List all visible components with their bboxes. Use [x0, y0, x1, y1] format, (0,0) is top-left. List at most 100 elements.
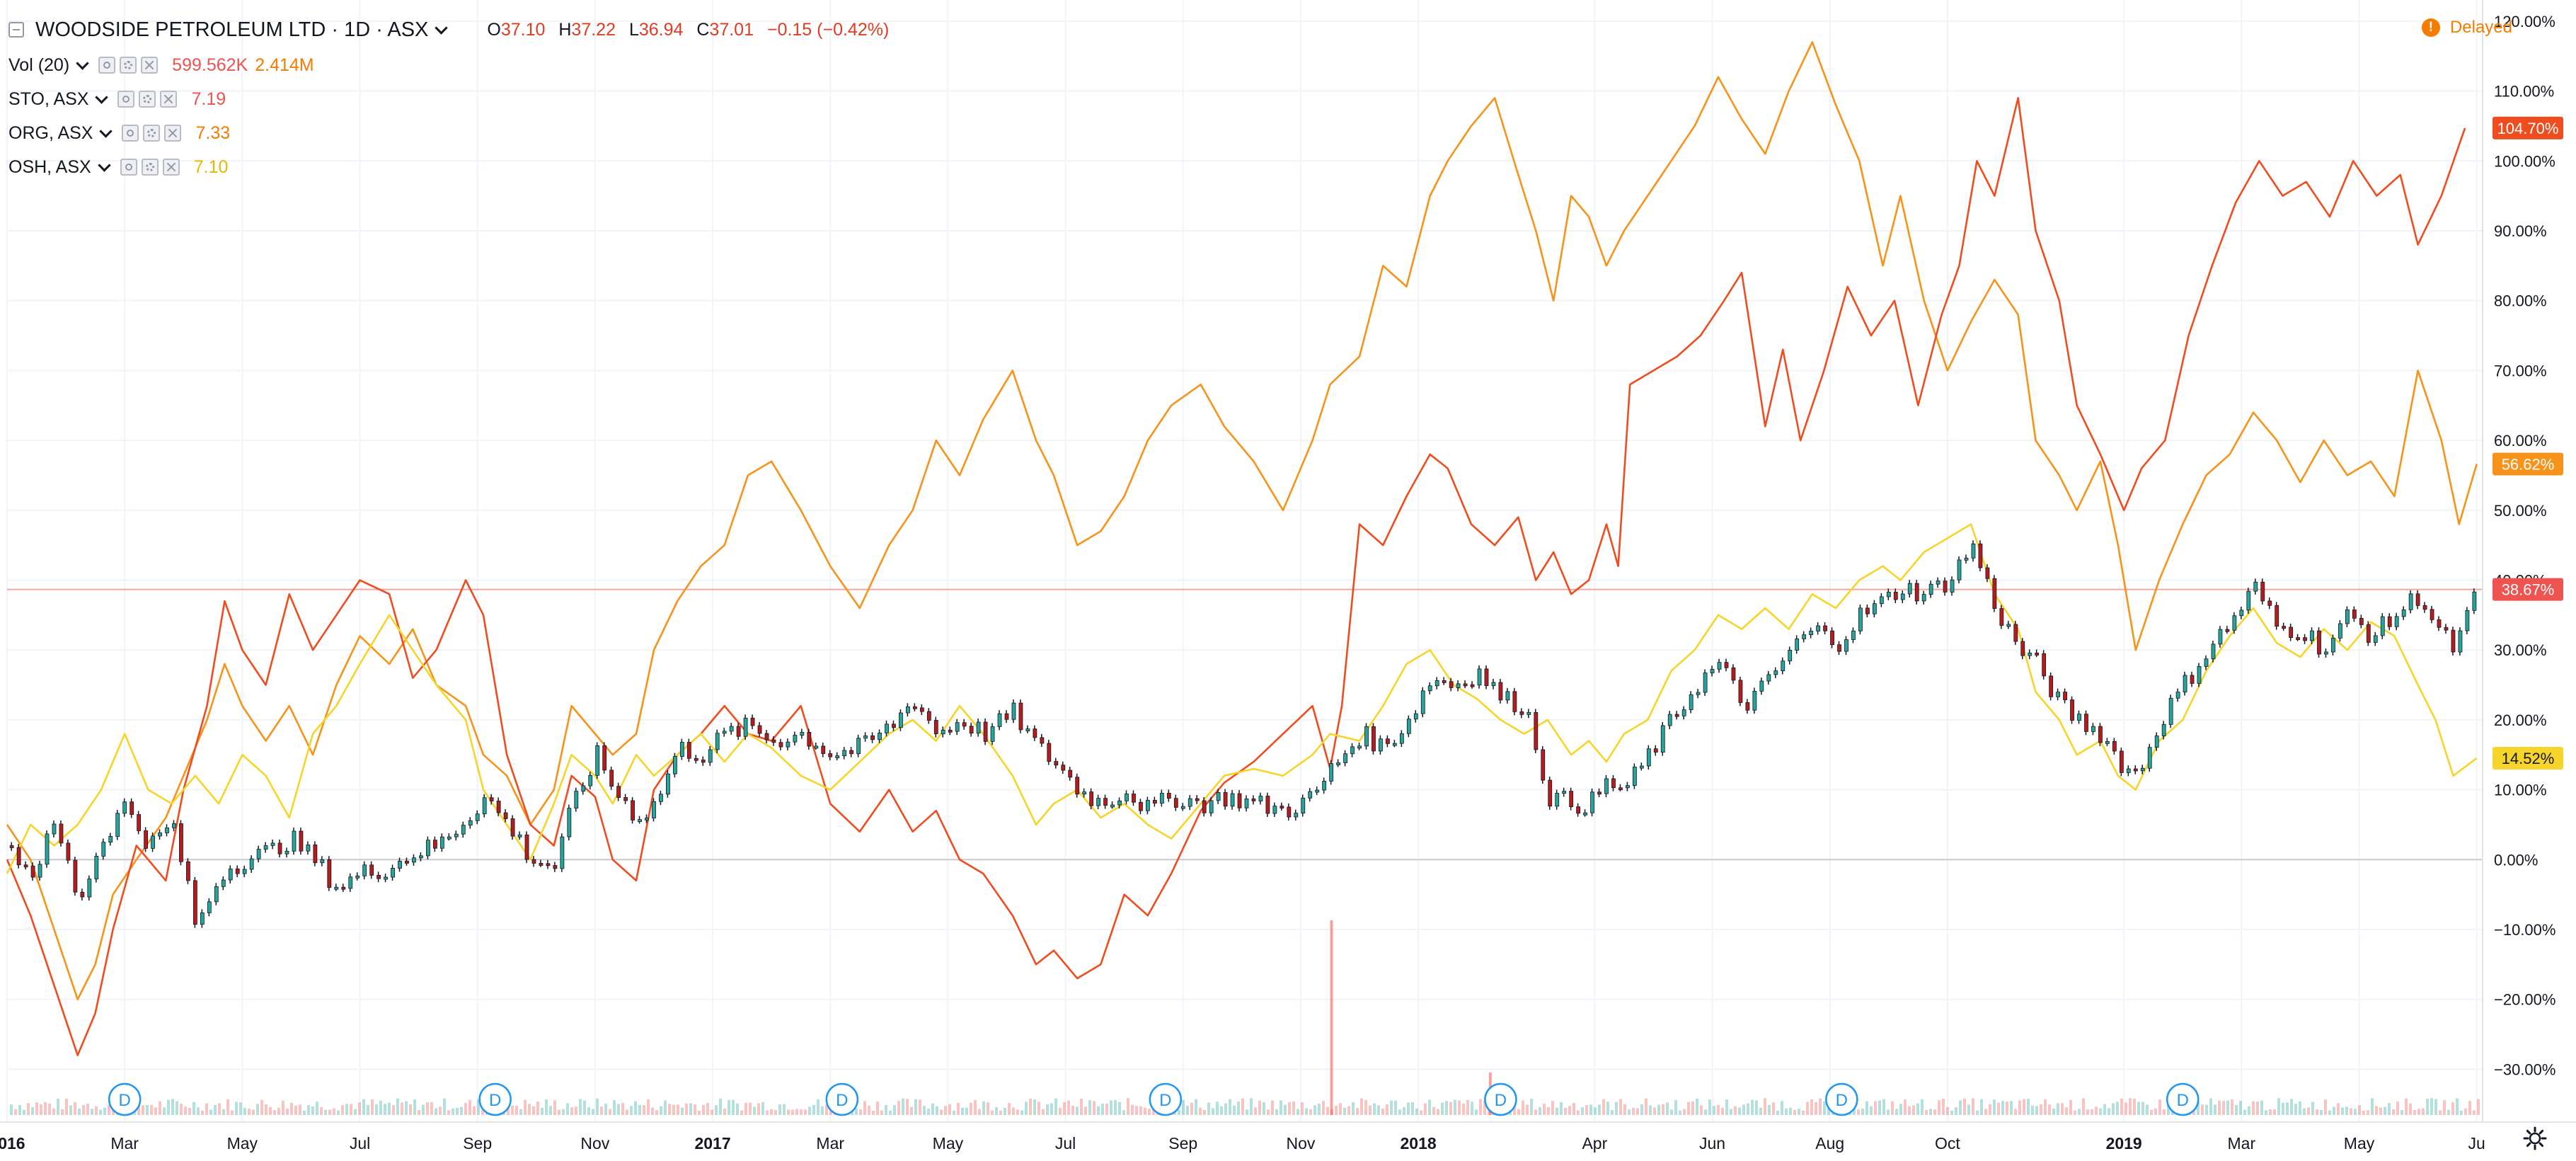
- candle-body: [2422, 605, 2427, 610]
- price-label-org[interactable]: [2492, 452, 2563, 476]
- eye-icon[interactable]: [98, 57, 116, 74]
- close-icon[interactable]: [141, 57, 159, 74]
- volume-bar: [1118, 1102, 1121, 1115]
- y-tick-label: 60.00%: [2494, 432, 2547, 450]
- volume-bar: [2035, 1106, 2038, 1115]
- volume-bar: [1594, 1107, 1597, 1115]
- volume-bar: [609, 1109, 611, 1115]
- volume-bar: [354, 1109, 357, 1115]
- volume-bar: [1955, 1107, 1957, 1115]
- volume-bar: [1398, 1109, 1401, 1115]
- volume-bar: [1662, 1104, 1664, 1115]
- legend-volume[interactable]: Vol (20) 599.562K 2.414M: [8, 51, 314, 79]
- volume-bar: [1271, 1100, 1274, 1115]
- volume-bar: [1717, 1104, 1720, 1115]
- delayed-status[interactable]: ! Delayed: [2421, 16, 2512, 40]
- volume-bar: [1059, 1107, 1062, 1115]
- settings-gear-icon[interactable]: [2522, 1126, 2548, 1151]
- volume-bar: [371, 1099, 374, 1115]
- gear-icon[interactable]: [141, 159, 159, 176]
- volume-bar: [1152, 1107, 1155, 1115]
- series-line-org: [6, 41, 2478, 1000]
- eye-icon[interactable]: [120, 159, 137, 176]
- y-tick-label: −20.00%: [2494, 991, 2555, 1009]
- volume-bar: [18, 1105, 21, 1115]
- volume-bar: [401, 1102, 403, 1115]
- dividend-marker-icon[interactable]: [1825, 1082, 1858, 1116]
- candle-body: [87, 879, 92, 898]
- price-label-wpl[interactable]: [2492, 578, 2563, 601]
- y-tick-label: −30.00%: [2494, 1060, 2555, 1078]
- volume-bar: [2328, 1110, 2331, 1115]
- gear-icon[interactable]: [139, 91, 156, 108]
- legend-org[interactable]: ORG, ASX 7.33: [8, 119, 230, 147]
- candle-body: [165, 827, 169, 833]
- eye-icon[interactable]: [122, 125, 139, 142]
- volume-bar: [1589, 1104, 1592, 1115]
- candle-body: [1788, 650, 1793, 662]
- dividend-marker-icon[interactable]: [825, 1082, 859, 1116]
- gear-icon[interactable]: [120, 57, 137, 74]
- volume-bar: [1403, 1107, 1405, 1115]
- candle-body: [1329, 763, 1334, 782]
- volume-bar: [1369, 1105, 1372, 1115]
- candle-body: [419, 855, 423, 859]
- legend-sto[interactable]: STO, ASX 7.19: [8, 85, 226, 113]
- dividend-marker-icon[interactable]: [2166, 1082, 2200, 1116]
- volume-bar: [2354, 1109, 2357, 1115]
- candle-body: [1491, 682, 1496, 686]
- volume-bar: [1224, 1103, 1227, 1115]
- dividend-marker-icon[interactable]: [1149, 1082, 1183, 1116]
- legend-osh[interactable]: OSH, ASX 7.10: [8, 153, 228, 181]
- volume-bar: [1708, 1099, 1711, 1115]
- candle-body: [214, 886, 219, 903]
- price-label-sto[interactable]: [2492, 116, 2563, 139]
- volume-bar: [2099, 1108, 2102, 1115]
- volume-bar: [422, 1104, 425, 1115]
- volume-bar: [787, 1109, 790, 1115]
- volume-bar: [2010, 1101, 2013, 1115]
- candle-body: [2430, 609, 2434, 620]
- close-icon[interactable]: [162, 159, 180, 176]
- symbol-title[interactable]: WOODSIDE PETROLEUM LTD · 1D · ASX: [35, 18, 429, 41]
- close-icon[interactable]: [164, 125, 182, 142]
- y-tick-label: 90.00%: [2494, 222, 2547, 240]
- candle-body: [1498, 682, 1503, 701]
- close-icon[interactable]: [160, 91, 178, 108]
- volume-bar: [2451, 1102, 2454, 1115]
- collapse-legend-button[interactable]: [8, 22, 24, 38]
- gear-icon[interactable]: [143, 125, 161, 142]
- chevron-down-icon[interactable]: [76, 56, 89, 70]
- volume-bar: [256, 1104, 259, 1115]
- candle-body: [1386, 738, 1390, 744]
- candle-body: [553, 865, 558, 869]
- volume-bar: [2078, 1109, 2081, 1115]
- volume-bar: [2337, 1103, 2340, 1115]
- volume-bar: [2422, 1108, 2425, 1115]
- candle-body: [567, 808, 572, 837]
- chevron-down-icon[interactable]: [435, 21, 449, 35]
- chevron-down-icon[interactable]: [98, 158, 111, 172]
- volume-bar: [409, 1104, 412, 1115]
- chevron-down-icon[interactable]: [95, 90, 109, 104]
- volume-bar: [1322, 1101, 1325, 1115]
- dividend-marker-icon[interactable]: [1484, 1082, 1517, 1116]
- volume-bar: [2417, 1109, 2420, 1115]
- price-label-osh[interactable]: [2492, 746, 2563, 770]
- volume-bar: [2095, 1106, 2098, 1115]
- eye-icon[interactable]: [117, 91, 135, 108]
- dividend-marker-label: D: [836, 1091, 848, 1110]
- candle-body: [66, 842, 71, 861]
- candle-body: [2387, 616, 2392, 627]
- volume-bar: [732, 1099, 735, 1115]
- volume-bar: [2091, 1109, 2093, 1115]
- candle-body: [277, 842, 282, 854]
- volume-bar: [2222, 1101, 2225, 1115]
- dividend-marker-icon[interactable]: [478, 1082, 512, 1116]
- volume-bar: [1615, 1102, 1618, 1115]
- x-tick-label: May: [227, 1134, 258, 1153]
- candle-body: [2168, 697, 2173, 725]
- dividend-marker-icon[interactable]: [108, 1082, 142, 1116]
- chevron-down-icon[interactable]: [99, 124, 113, 138]
